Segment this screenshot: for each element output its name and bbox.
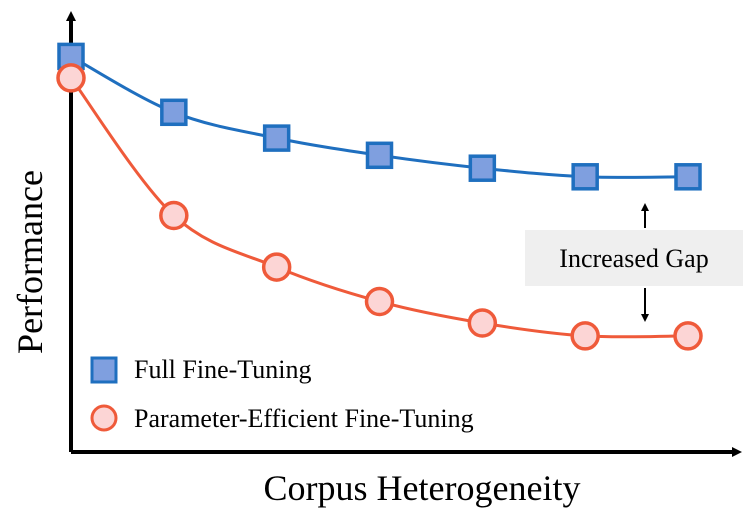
data-point-square-1 [160,98,188,127]
data-point-circle-5 [570,321,600,351]
legend-square-marker [90,356,118,384]
data-point-circle-4 [467,308,498,338]
data-point-square-3 [365,141,394,170]
data-point-circle-0 [56,63,86,93]
data-point-square-2 [262,124,291,152]
y-axis-label: Performance [10,170,50,354]
data-point-circle-1 [159,200,189,231]
x-axis-label: Corpus Heterogeneity [264,468,581,508]
data-point-square-4 [468,154,497,182]
legend-label-parameter-efficient-fine-tuning: Parameter-Efficient Fine-Tuning [134,404,474,433]
gap-annotation-box [525,230,743,286]
data-point-circle-3 [364,286,395,317]
legend-label-full-fine-tuning: Full Fine-Tuning [134,355,311,384]
series-layer [56,42,703,351]
data-point-square-5 [571,163,599,191]
legend: Full Fine-Tuning Parameter-Efficient Fin… [90,355,474,433]
data-point-square-6 [674,163,702,191]
data-point-square-0 [57,42,85,71]
gap-annotation-label: Increased Gap [559,244,708,273]
legend-circle-marker [90,404,118,432]
data-point-circle-2 [261,252,292,282]
data-point-circle-6 [673,321,703,351]
